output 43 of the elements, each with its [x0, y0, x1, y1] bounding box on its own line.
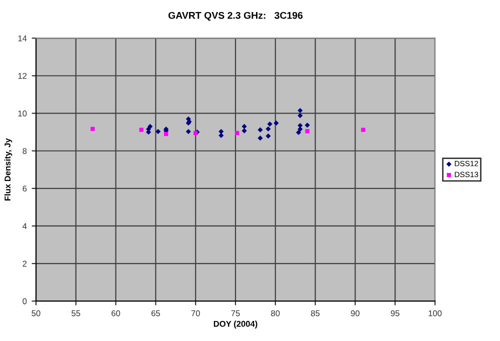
y-tick-label: 14	[18, 35, 27, 42]
x-tick-label: 55	[72, 310, 80, 316]
point	[296, 130, 302, 136]
x-tick-label: 70	[191, 310, 200, 316]
x-tick-label: 50	[32, 310, 40, 316]
y-tick-label: 0	[22, 298, 27, 304]
x-tick-label: 80	[271, 310, 280, 316]
y-tick-label: 2	[22, 260, 27, 267]
point	[235, 130, 240, 136]
point	[164, 132, 168, 136]
point	[361, 128, 366, 132]
y-tick-label: 8	[22, 148, 27, 154]
y-axis-title: Flux Density, Jy	[4, 138, 12, 201]
chart-title: GAVRT QVS 2.3 GHz: 3C196	[168, 12, 303, 21]
y-tick-label: 4	[22, 223, 27, 230]
point	[186, 128, 191, 134]
point	[156, 128, 161, 134]
point	[274, 120, 279, 126]
point	[304, 122, 310, 128]
point	[267, 121, 272, 127]
point	[298, 108, 303, 114]
point	[90, 126, 95, 131]
x-tick-label: 95	[390, 310, 400, 316]
point	[305, 129, 310, 134]
point	[242, 128, 247, 134]
point	[258, 136, 263, 141]
point	[258, 127, 263, 132]
point	[242, 124, 247, 130]
x-tick-label: 60	[112, 310, 120, 316]
point	[266, 126, 271, 132]
y-tick-label: 12	[18, 72, 27, 79]
y-tick-label: 10	[18, 110, 27, 116]
x-tick-label: 75	[231, 310, 240, 316]
y-tick-label: 6	[22, 186, 27, 192]
x-tick-label: 85	[311, 310, 320, 316]
point	[298, 126, 303, 132]
point	[298, 113, 303, 118]
point	[266, 133, 271, 139]
x-tick-label: 65	[151, 310, 160, 316]
x-tick-label: 90	[350, 310, 360, 316]
x-axis-title: DOY (2004)	[214, 320, 258, 328]
x-tick-label: 100	[428, 310, 442, 316]
point	[139, 128, 144, 132]
